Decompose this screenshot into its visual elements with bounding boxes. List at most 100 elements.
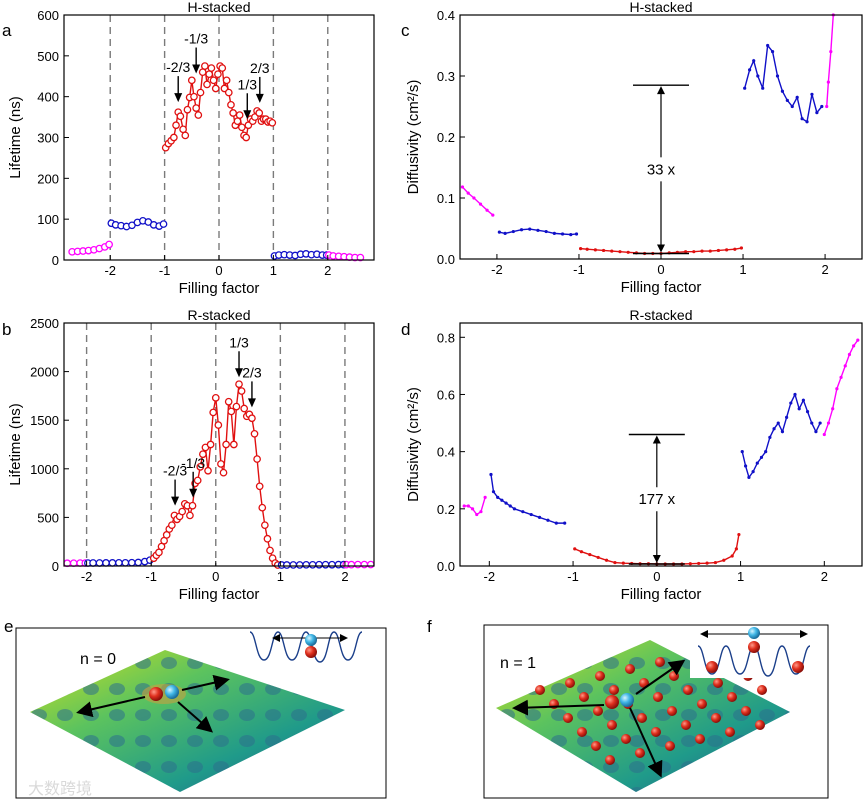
data-point: [224, 397, 233, 406]
y-tick-label: 0.1: [437, 191, 455, 206]
data-point: [183, 105, 192, 114]
data-point: [95, 559, 104, 567]
data-point: [159, 220, 168, 228]
data-point: [752, 59, 756, 63]
data-point: [521, 510, 525, 514]
data-point: [222, 440, 230, 449]
occupied-site-ball: [607, 720, 617, 730]
x-tick-label: -1: [145, 569, 157, 584]
x-tick-label: -2: [484, 569, 496, 584]
x-tick-label: -1: [159, 263, 171, 278]
occupied-site-ball: [683, 685, 693, 695]
data-point: [751, 470, 755, 474]
data-point: [585, 247, 589, 251]
occupied-site-ball: [725, 727, 735, 737]
data-point: [839, 375, 843, 379]
data-point: [240, 404, 249, 413]
x-axis-label: Filling factor: [621, 279, 702, 296]
data-point: [560, 232, 565, 236]
data-point: [258, 503, 267, 512]
data-point: [831, 407, 835, 411]
occupied-site-ball: [579, 692, 589, 702]
data-point: [187, 76, 196, 85]
data-point: [199, 450, 207, 459]
data-point: [201, 62, 209, 70]
x-tick-label: -2: [491, 262, 503, 277]
data-point: [102, 559, 110, 567]
y-axis-label: Diffusivity (cm²/s): [405, 80, 422, 195]
data-point: [121, 558, 130, 567]
series-4: [342, 560, 375, 569]
panel-label-d: d: [401, 320, 410, 339]
data-point: [795, 95, 799, 99]
data-point: [214, 421, 223, 429]
data-point: [764, 450, 768, 454]
occupied-site-ball: [625, 664, 635, 674]
data-point: [172, 121, 180, 130]
panel-label-a: a: [2, 21, 12, 40]
data-point: [253, 455, 261, 463]
y-tick-label: 1000: [30, 462, 59, 477]
annotation-arrow: [171, 479, 180, 506]
data-point: [222, 76, 231, 85]
annotation-label: 1/3: [238, 76, 258, 92]
data-point: [503, 231, 507, 235]
occupied-site-ball: [713, 678, 723, 688]
data-point: [211, 84, 220, 93]
series-0: [462, 495, 487, 517]
data-point: [810, 92, 814, 96]
data-point: [579, 247, 583, 251]
data-point: [716, 248, 721, 253]
data-point: [491, 213, 495, 217]
data-point: [743, 86, 747, 90]
x-tick-label: 1: [270, 263, 277, 278]
data-point: [504, 501, 508, 505]
occupied-site-ball: [577, 727, 587, 737]
chart-c-diffusivity-h-stacked: -2 -1 0 1 2 0.0 0.1 0.2 0.3 0.4 H-stacked Filling f…: [405, 0, 863, 296]
data-point: [462, 504, 466, 508]
chart-d-diffusivity-r-stacked: -2 -1 0 1 2 0.0 0.2 0.4 0.6 0.8 R-stacked Filling f…: [405, 307, 863, 603]
data-point: [610, 249, 614, 253]
y-tick-label: 0.6: [437, 387, 455, 402]
data-point: [127, 558, 136, 567]
data-point: [209, 76, 218, 85]
data-point: [790, 104, 794, 109]
data-point: [217, 460, 225, 468]
series-line: [741, 392, 821, 479]
data-point: [485, 208, 489, 212]
data-point: [700, 249, 704, 253]
series-1: [497, 227, 579, 237]
data-point: [302, 560, 311, 569]
x-axis-label: Filling factor: [621, 586, 702, 603]
data-point: [478, 202, 483, 206]
data-point: [574, 232, 579, 236]
plot-frame: [459, 322, 863, 567]
y-tick-label: 0.3: [437, 69, 455, 84]
data-point: [508, 504, 512, 508]
y-tick-label: 500: [37, 49, 59, 64]
data-point: [295, 561, 304, 569]
ratio-label: 33 x: [647, 161, 676, 178]
data-point: [198, 68, 207, 77]
data-point: [780, 430, 785, 434]
annotation-arrow: [235, 351, 244, 378]
occupied-site-ball: [635, 748, 645, 758]
data-point: [242, 133, 251, 142]
annotation-arrow: [255, 76, 264, 103]
data-point: [536, 228, 540, 232]
data-point: [219, 468, 228, 477]
data-point: [697, 561, 701, 566]
occupied-site-ball: [655, 657, 665, 667]
data-point: [552, 231, 556, 235]
occupied-site-ball: [563, 713, 573, 723]
data-point: [626, 250, 630, 254]
data-point: [770, 50, 775, 54]
data-point: [825, 104, 829, 109]
occupied-site-ball: [741, 706, 751, 716]
data-point: [470, 507, 475, 511]
data-point: [573, 547, 577, 551]
data-point: [618, 250, 622, 254]
data-point: [761, 86, 765, 90]
occupied-site-ball: [665, 741, 675, 751]
data-point: [192, 104, 201, 112]
